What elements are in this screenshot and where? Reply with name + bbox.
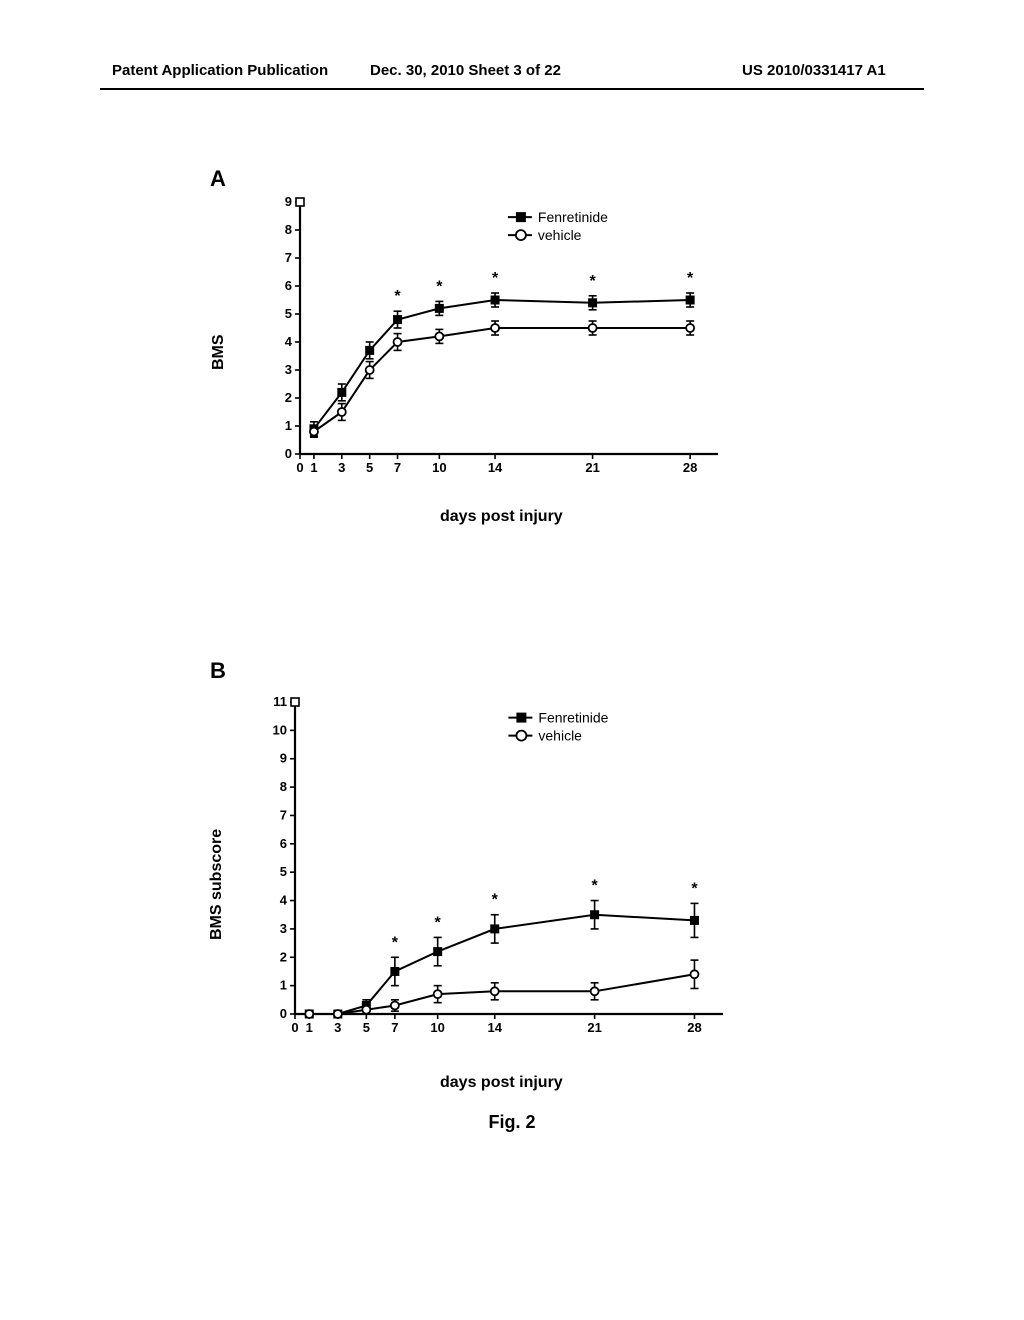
- chart-b: 012345678910110135710142128*****Fenretin…: [255, 690, 735, 1050]
- svg-text:14: 14: [487, 1020, 502, 1035]
- svg-text:1: 1: [285, 418, 292, 433]
- svg-text:3: 3: [334, 1020, 341, 1035]
- svg-text:21: 21: [587, 1020, 601, 1035]
- svg-text:*: *: [436, 278, 443, 295]
- svg-text:vehicle: vehicle: [538, 728, 582, 744]
- svg-text:10: 10: [430, 1020, 444, 1035]
- chart-b-ylabel: BMS subscore: [208, 829, 226, 940]
- svg-text:7: 7: [285, 250, 292, 265]
- svg-text:*: *: [589, 273, 596, 290]
- panel-a-label: A: [210, 166, 226, 192]
- svg-text:0: 0: [280, 1006, 287, 1021]
- svg-text:6: 6: [280, 836, 287, 851]
- figure-caption: Fig. 2: [0, 1112, 1024, 1133]
- svg-text:5: 5: [363, 1020, 370, 1035]
- svg-text:*: *: [691, 880, 698, 897]
- panel-b-label: B: [210, 658, 226, 684]
- chart-a-ylabel: BMS: [210, 334, 228, 370]
- svg-text:8: 8: [280, 779, 287, 794]
- header-mid: Dec. 30, 2010 Sheet 3 of 22: [370, 62, 561, 79]
- chart-a: 01234567890135710142128*****Fenretinidev…: [260, 190, 730, 490]
- svg-text:7: 7: [391, 1020, 398, 1035]
- svg-text:11: 11: [273, 694, 287, 709]
- header-left: Patent Application Publication: [112, 62, 328, 79]
- svg-text:0: 0: [291, 1020, 298, 1035]
- svg-text:7: 7: [280, 807, 287, 822]
- svg-text:2: 2: [285, 390, 292, 405]
- svg-text:0: 0: [296, 460, 303, 475]
- svg-text:28: 28: [687, 1020, 701, 1035]
- svg-text:10: 10: [432, 460, 446, 475]
- svg-text:*: *: [394, 288, 401, 305]
- svg-text:9: 9: [280, 751, 287, 766]
- svg-text:5: 5: [285, 306, 292, 321]
- svg-text:0: 0: [285, 446, 292, 461]
- svg-text:14: 14: [488, 460, 503, 475]
- svg-text:1: 1: [310, 460, 317, 475]
- svg-text:*: *: [687, 270, 694, 287]
- chart-b-xlabel: days post injury: [440, 1074, 563, 1092]
- svg-text:3: 3: [338, 460, 345, 475]
- svg-text:Fenretinide: Fenretinide: [538, 209, 608, 225]
- svg-text:Fenretinide: Fenretinide: [538, 710, 608, 726]
- svg-text:*: *: [392, 934, 399, 951]
- svg-text:5: 5: [280, 864, 287, 879]
- svg-text:9: 9: [285, 194, 292, 209]
- svg-text:21: 21: [585, 460, 599, 475]
- svg-text:*: *: [591, 878, 598, 895]
- svg-text:2: 2: [280, 949, 287, 964]
- svg-text:4: 4: [285, 334, 293, 349]
- svg-text:8: 8: [285, 222, 292, 237]
- chart-a-xlabel: days post injury: [440, 508, 563, 526]
- header-rule: [100, 88, 924, 90]
- svg-text:*: *: [492, 270, 499, 287]
- svg-text:3: 3: [285, 362, 292, 377]
- page-header: Patent Application Publication Dec. 30, …: [0, 62, 1024, 86]
- svg-text:28: 28: [683, 460, 697, 475]
- svg-text:1: 1: [280, 978, 287, 993]
- svg-text:*: *: [435, 914, 442, 931]
- svg-text:*: *: [492, 892, 499, 909]
- svg-text:10: 10: [273, 722, 287, 737]
- svg-text:4: 4: [280, 893, 288, 908]
- svg-text:5: 5: [366, 460, 373, 475]
- svg-text:vehicle: vehicle: [538, 227, 582, 243]
- svg-text:3: 3: [280, 921, 287, 936]
- svg-text:6: 6: [285, 278, 292, 293]
- svg-text:7: 7: [394, 460, 401, 475]
- svg-text:1: 1: [306, 1020, 313, 1035]
- header-right: US 2010/0331417 A1: [742, 62, 886, 79]
